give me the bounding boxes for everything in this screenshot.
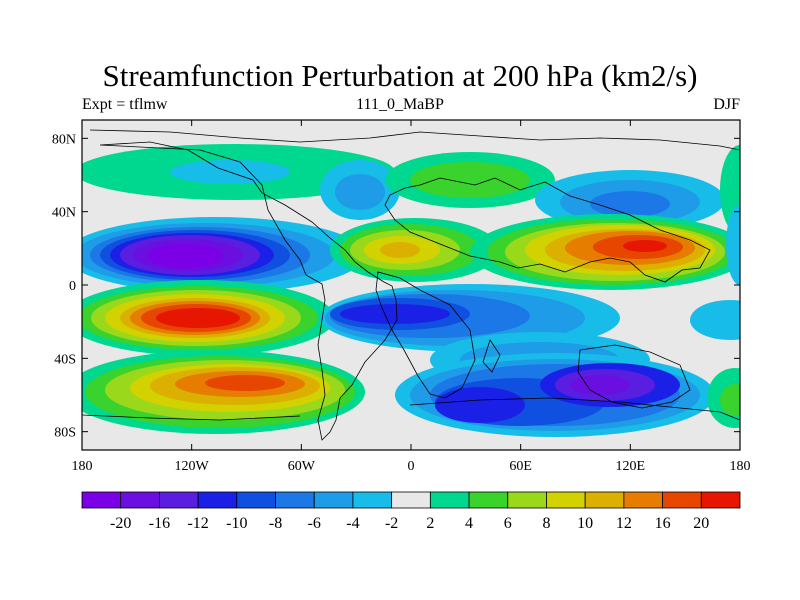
colorbar-label: -2	[385, 515, 398, 532]
colorbar-swatch	[236, 491, 276, 509]
colorbar-label: -6	[308, 515, 321, 532]
colorbar-swatch	[507, 491, 547, 509]
colorbar-swatch	[120, 491, 160, 509]
colorbar: -20 -16 -12 -10 -8 -6 -4 -2 2 4 6 8 10 12 16 20	[81, 491, 741, 532]
colorbar-swatch	[662, 491, 702, 509]
colorbar-swatch	[81, 491, 122, 509]
colorbar-label: 16	[655, 515, 671, 532]
colorbar-swatch	[391, 491, 431, 509]
colorbar-label: -4	[346, 515, 359, 532]
x-tick-label: 0	[408, 459, 415, 474]
colorbar-swatch	[468, 491, 509, 509]
run-label: 111_0_MaBP	[356, 96, 444, 113]
experiment-label: Expt = tflmw	[82, 96, 168, 113]
high-south-pacific	[82, 350, 365, 434]
colorbar-label: 12	[616, 515, 632, 532]
low-americas	[82, 217, 365, 293]
y-axis: 80N 40N 0 40S 80S	[52, 132, 740, 441]
colorbar-label: 2	[426, 515, 434, 532]
season-label: DJF	[713, 96, 740, 113]
x-tick-label: 120W	[175, 459, 210, 474]
high-asia	[470, 214, 740, 290]
low-south-indian	[395, 353, 715, 437]
colorbar-label: -8	[269, 515, 282, 532]
coastlines	[82, 129, 740, 441]
colorbar-swatch	[352, 491, 393, 509]
colorbar-swatch	[313, 491, 354, 509]
colorbar-label: 6	[504, 515, 512, 532]
high-africa	[330, 218, 500, 282]
colorbar-swatch	[159, 491, 199, 509]
colorbar-swatch	[197, 491, 238, 509]
colorbar-swatch	[584, 491, 625, 509]
x-tick-label: 180	[72, 459, 93, 474]
colorbar-label: 10	[577, 515, 593, 532]
colorbar-swatch	[700, 491, 741, 509]
colorbar-label: 20	[693, 515, 709, 532]
colorbar-label: -16	[149, 515, 170, 532]
contour-fill	[82, 120, 740, 450]
colorbar-label: -10	[226, 515, 247, 532]
y-tick-label: 40N	[52, 206, 76, 221]
colorbar-label: -20	[110, 515, 131, 532]
y-tick-label: 0	[69, 279, 76, 294]
colorbar-swatch	[275, 491, 315, 509]
y-tick-label: 80S	[54, 426, 76, 441]
map-title: Streamfunction Perturbation at 200 hPa (…	[102, 58, 698, 93]
y-tick-label: 80N	[52, 132, 76, 147]
x-axis: 180 120W 60W 0 60E 120E 180	[72, 120, 751, 474]
y-tick-label: 40S	[54, 352, 76, 367]
x-tick-label: 120E	[616, 459, 646, 474]
x-tick-label: 60E	[509, 459, 532, 474]
high-pacific-south	[82, 280, 335, 356]
colorbar-swatch	[429, 491, 470, 509]
north-africa-positive	[385, 152, 555, 208]
colorbar-swatch	[546, 491, 586, 509]
x-tick-label: 60W	[288, 459, 316, 474]
colorbar-swatch	[623, 491, 663, 509]
colorbar-label: -12	[187, 515, 208, 532]
colorbar-label: 4	[465, 515, 473, 532]
colorbar-label: 8	[542, 515, 550, 532]
x-tick-label: 180	[730, 459, 751, 474]
